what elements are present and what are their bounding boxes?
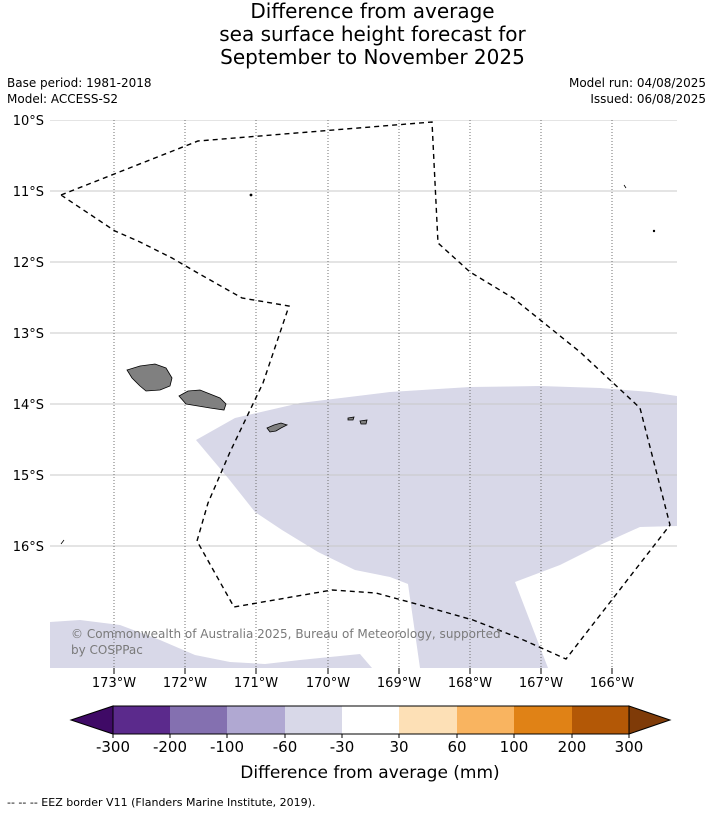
colorbar: -300 -200 -100 -60 -30 30 60 100 200 300… (69, 705, 672, 783)
land-masses (60, 184, 656, 545)
eez-borders (60, 121, 671, 660)
tau-island (359, 419, 368, 425)
colorbar-swatch (399, 706, 457, 734)
tutuila-island (266, 422, 289, 433)
model-run: Model run: 04/08/2025 (568, 76, 706, 90)
ofu-island (347, 416, 355, 421)
map-area (50, 120, 677, 668)
lon-label: 173°W (92, 676, 136, 691)
eez-border-samoa (60, 121, 671, 660)
lat-label: 10°S (13, 114, 44, 129)
colorbar-tick-label: 300 (615, 738, 644, 756)
colorbar-tick-label: 60 (447, 738, 466, 756)
colorbar-tick-label: 30 (389, 738, 408, 756)
meta-left: Base period: 1981-2018 Model: ACCESS-S2 (7, 75, 152, 107)
model-name: Model: ACCESS-S2 (7, 92, 119, 106)
colorbar-extend-min (69, 705, 114, 735)
colorbar-tick-label: -100 (210, 738, 244, 756)
lat-label: 11°S (13, 185, 44, 200)
colorbar-swatch (113, 706, 170, 734)
small-islet (623, 184, 627, 189)
colorbar-frame (112, 705, 630, 735)
colorbar-ticks (112, 734, 630, 738)
lon-labels: 173°W 172°W 171°W 170°W 169°W 168°W 167°… (92, 676, 634, 691)
lat-labels: 10°S 11°S 12°S 13°S 14°S 15°S 16°S (13, 114, 44, 555)
longitude-gridlines (113, 120, 613, 668)
lat-label: 13°S (13, 327, 44, 342)
chart-title: Difference from average sea surface heig… (0, 0, 713, 69)
colorbar-title: Difference from average (mm) (240, 763, 499, 783)
title-line-2: sea surface height forecast for (219, 22, 526, 46)
colorbar-swatch (170, 706, 227, 734)
latitude-gridlines (50, 120, 677, 547)
title-line-3: September to November 2025 (220, 45, 525, 69)
small-islet (60, 539, 65, 545)
colorbar-swatch (227, 706, 285, 734)
upolu-island (178, 389, 227, 411)
colorbar-swatch (285, 706, 342, 734)
colorbar-swatch (572, 706, 629, 734)
lat-label: 14°S (13, 398, 44, 413)
colorbar-swatch (342, 706, 399, 734)
colorbar-extend-max (628, 705, 672, 735)
sea-height-anomaly-area-south (50, 620, 372, 668)
lon-label: 170°W (306, 676, 350, 691)
lon-label: 171°W (234, 676, 278, 691)
title-line-1: Difference from average (250, 0, 495, 23)
base-period: Base period: 1981-2018 (7, 76, 152, 90)
colorbar-tick-label: -30 (330, 738, 355, 756)
lon-label: 167°W (519, 676, 563, 691)
small-islet (652, 229, 656, 233)
lon-label: 169°W (377, 676, 421, 691)
lon-label: 172°W (163, 676, 207, 691)
lat-label: 16°S (13, 540, 44, 555)
colorbar-tick-label: -60 (273, 738, 298, 756)
colorbar-swatch (514, 706, 572, 734)
copyright-notice: © Commonwealth of Australia 2025, Bureau… (71, 627, 501, 657)
lon-ticks (113, 668, 613, 674)
sea-height-anomaly-area (196, 386, 677, 668)
colorbar-tick-label: -300 (96, 738, 130, 756)
lat-label: 15°S (13, 469, 44, 484)
lat-label: 12°S (13, 256, 44, 271)
savaii-island (126, 363, 173, 392)
eez-footnote: -- -- -- EEZ border V11 (Flanders Marine… (7, 796, 316, 809)
colorbar-swatch (457, 706, 514, 734)
colorbar-tick-label: 100 (500, 738, 529, 756)
lon-label: 168°W (448, 676, 492, 691)
colorbar-tick-label: -200 (153, 738, 187, 756)
meta-right: Model run: 04/08/2025 Issued: 06/08/2025 (569, 75, 706, 107)
issued-date: Issued: 06/08/2025 (590, 92, 706, 106)
colorbar-tick-label: 200 (558, 738, 587, 756)
small-islet (249, 193, 253, 197)
lon-label: 166°W (590, 676, 634, 691)
